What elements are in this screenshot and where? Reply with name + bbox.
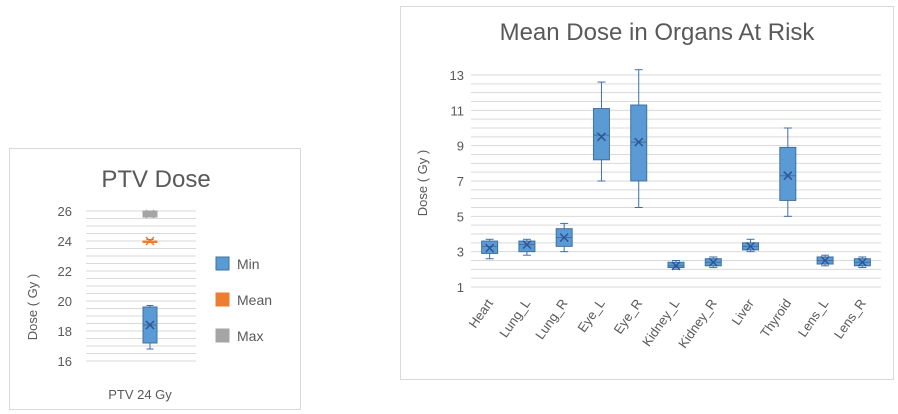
ptv-dose-chart: PTV Dose 16 18 20 22 24 26 Dose ( Gy ) PTV 24… bbox=[9, 148, 301, 410]
y-tick-label: 16 bbox=[58, 354, 72, 369]
y-tick-label: 22 bbox=[58, 264, 72, 279]
y-tick-label: 24 bbox=[58, 234, 72, 249]
category-label: Lung_L bbox=[496, 296, 533, 340]
y-tick-labels: 16 18 20 22 24 26 bbox=[58, 204, 72, 369]
box-plot bbox=[555, 222, 573, 253]
box-plot bbox=[742, 238, 760, 253]
mean-marker bbox=[145, 320, 155, 330]
box-plot bbox=[142, 236, 158, 246]
y-tick-label: 5 bbox=[457, 209, 464, 224]
y-axis-label: Dose ( Gy ) bbox=[25, 274, 40, 340]
mean-marker bbox=[857, 257, 867, 267]
category-label: Eye_L bbox=[574, 296, 607, 335]
y-tick-label: 18 bbox=[58, 324, 72, 339]
category-label: Eye_R bbox=[611, 296, 646, 337]
y-axis-label: Dose ( Gy ) bbox=[415, 150, 430, 216]
chart-title: PTV Dose bbox=[101, 166, 210, 193]
legend-label: Mean bbox=[237, 292, 272, 308]
box-plot bbox=[142, 209, 158, 219]
y-tick-label: 26 bbox=[58, 204, 72, 219]
box-plots bbox=[481, 69, 871, 271]
box-plots bbox=[142, 209, 158, 350]
category-label: PTV 24 Gy bbox=[108, 387, 172, 402]
box-plot bbox=[518, 238, 536, 256]
y-tick-label: 9 bbox=[457, 139, 464, 154]
box-plot bbox=[630, 69, 648, 208]
box bbox=[592, 108, 610, 161]
mean-marker bbox=[708, 257, 718, 267]
y-tick-label: 13 bbox=[450, 68, 464, 83]
box-plot bbox=[667, 260, 685, 271]
mean-marker bbox=[783, 171, 793, 181]
box bbox=[779, 146, 797, 201]
box-plot bbox=[481, 238, 499, 260]
y-tick-label: 11 bbox=[451, 103, 465, 118]
box-plot bbox=[142, 305, 158, 350]
y-tick-label: 7 bbox=[457, 174, 464, 189]
box-plot bbox=[704, 256, 722, 269]
box-plot bbox=[592, 81, 610, 182]
legend: Min Mean Max bbox=[215, 256, 272, 344]
category-label: Lens_R bbox=[831, 296, 869, 341]
mean-marker bbox=[746, 241, 756, 251]
mean-marker bbox=[485, 243, 495, 253]
box-plot bbox=[816, 254, 834, 267]
ptv-dose-svg: PTV Dose 16 18 20 22 24 26 Dose ( Gy ) PTV 24… bbox=[25, 166, 272, 402]
category-label: Heart bbox=[466, 296, 497, 331]
chart-title: Mean Dose in Organs At Risk bbox=[500, 19, 816, 46]
mean-marker bbox=[522, 240, 532, 250]
gridlines bbox=[471, 74, 881, 288]
category-label: Lens_L bbox=[795, 296, 832, 340]
legend-label: Max bbox=[237, 328, 263, 344]
y-tick-label: 3 bbox=[457, 245, 464, 260]
y-tick-label: 20 bbox=[58, 294, 72, 309]
mean-marker bbox=[634, 137, 644, 147]
category-label: Liver bbox=[729, 296, 758, 328]
mean-marker bbox=[145, 209, 155, 219]
legend-swatch bbox=[215, 292, 230, 307]
mean-marker bbox=[596, 132, 606, 142]
mean-marker bbox=[559, 233, 569, 243]
mean-marker bbox=[671, 261, 681, 271]
legend-swatch bbox=[215, 256, 230, 271]
y-tick-label: 1 bbox=[457, 280, 464, 295]
legend-swatch bbox=[215, 328, 230, 343]
gridlines bbox=[86, 210, 196, 362]
box bbox=[518, 240, 536, 253]
legend-label: Min bbox=[237, 256, 260, 272]
category-label: Thyroid bbox=[757, 296, 794, 340]
mean-marker bbox=[145, 236, 155, 246]
oar-dose-chart: Mean Dose in Organs At Risk 1 3 5 7 9 11 13 Do… bbox=[400, 6, 894, 380]
category-label: Lung_R bbox=[532, 296, 570, 342]
box-plot bbox=[853, 256, 871, 269]
box-plot bbox=[779, 127, 797, 217]
mean-marker bbox=[820, 255, 830, 266]
